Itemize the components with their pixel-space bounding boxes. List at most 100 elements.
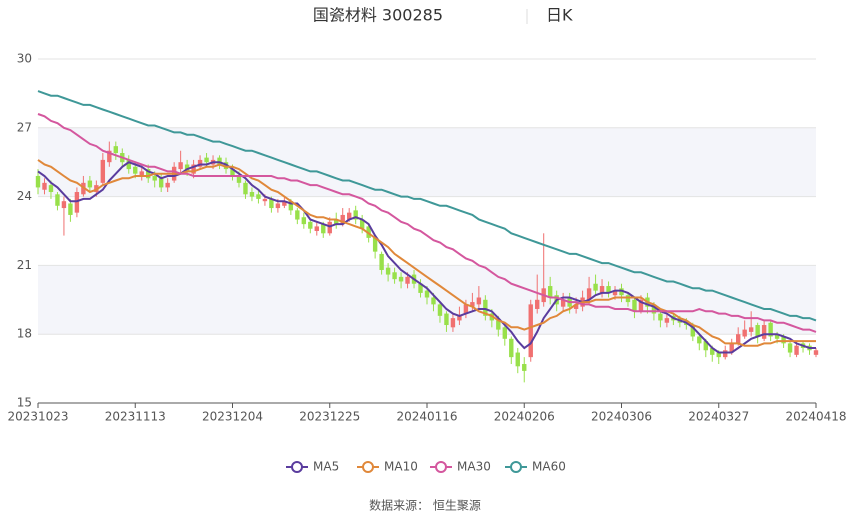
source-note: 数据来源： 恒生聚源 — [369, 498, 481, 513]
candle-body — [288, 201, 294, 211]
candle-body — [586, 288, 592, 300]
candle-body — [146, 169, 151, 179]
candle-body — [249, 192, 255, 197]
x-tick-label: 20240306 — [591, 410, 652, 424]
legend-marker — [291, 461, 303, 473]
candle-body — [787, 343, 793, 353]
candle-body — [113, 146, 118, 154]
candle-body — [729, 343, 734, 353]
candle-body — [392, 272, 397, 280]
candle-body — [133, 166, 138, 174]
legend-marker — [362, 461, 374, 473]
candle-body — [262, 198, 268, 202]
candle-body — [340, 214, 345, 225]
candle-body — [217, 157, 222, 165]
candle-body — [379, 253, 384, 270]
candle-body — [547, 286, 553, 298]
legend-marker — [510, 461, 522, 473]
candle-body — [126, 159, 131, 170]
candle-body — [243, 182, 248, 195]
candle-body — [431, 297, 436, 305]
candle-body — [535, 299, 540, 309]
candle-body — [48, 185, 54, 193]
candle-body — [522, 364, 527, 371]
candle-body — [327, 221, 332, 234]
candle-body — [42, 182, 47, 190]
candle-body — [191, 164, 196, 174]
ma-line — [37, 90, 817, 322]
candle-body — [35, 175, 41, 188]
candle-body — [716, 352, 721, 358]
candle-body — [476, 297, 482, 305]
candle-body — [509, 338, 514, 358]
candle-body — [710, 347, 715, 355]
x-tick-label: 20240327 — [688, 410, 749, 424]
x-tick-label: 20240116 — [396, 410, 457, 424]
chart-title: 国瓷材料 300285 — [313, 6, 443, 25]
candle-body — [774, 334, 780, 339]
candle-body — [68, 203, 73, 215]
x-tick-label: 20231023 — [7, 410, 68, 424]
candle-body — [152, 175, 157, 181]
x-tick-label: 20240206 — [494, 410, 555, 424]
candle-body — [308, 221, 313, 229]
candle-body — [450, 318, 456, 328]
candle-body — [528, 304, 533, 358]
candle-body — [658, 313, 663, 321]
legend-label: MA60 — [532, 460, 566, 474]
candle-body — [690, 325, 696, 337]
candle-body — [100, 159, 106, 183]
candle-body — [625, 295, 631, 303]
candle-body — [664, 318, 670, 323]
candle-body — [61, 201, 67, 209]
y-tick-label: 18 — [17, 327, 32, 341]
candle-body — [87, 180, 93, 188]
legend-label: MA30 — [457, 460, 491, 474]
candle-body — [457, 315, 462, 321]
legend-marker — [435, 461, 447, 473]
candle-body — [483, 299, 488, 316]
candle-body — [385, 267, 391, 275]
candle-body — [282, 201, 287, 206]
y-tick-label: 30 — [17, 52, 32, 66]
candle-body — [599, 286, 605, 293]
candle-body — [496, 320, 501, 330]
candle-body — [560, 299, 566, 307]
candle-body — [347, 212, 352, 220]
y-tick-label: 15 — [17, 396, 32, 410]
candle-body — [405, 276, 410, 284]
candle-body — [573, 304, 579, 309]
candle-body — [275, 203, 281, 209]
legend-label: MA5 — [313, 460, 339, 474]
candle-body — [593, 283, 598, 291]
candle-body — [768, 322, 773, 337]
y-tick-label: 24 — [17, 189, 32, 203]
candle-body — [502, 327, 507, 339]
y-tick-label: 27 — [17, 120, 32, 134]
candle-body — [444, 313, 449, 326]
candle-body — [398, 276, 404, 282]
x-tick-label: 20240418 — [785, 410, 846, 424]
candle-body — [742, 329, 747, 337]
candle-body — [515, 352, 520, 367]
candle-body — [55, 194, 60, 206]
candle-body — [204, 157, 209, 163]
candle-body — [184, 164, 190, 172]
candle-body — [606, 286, 611, 293]
candle-body — [269, 198, 274, 209]
candle-body — [107, 150, 112, 163]
x-tick-label: 20231204 — [202, 410, 263, 424]
candle-body — [334, 219, 339, 225]
candle-body — [178, 162, 183, 170]
candle-body — [139, 171, 144, 176]
candle-body — [424, 290, 430, 298]
x-tick-label: 20231113 — [105, 410, 166, 424]
candle-body — [619, 288, 624, 296]
legend-label: MA10 — [384, 460, 418, 474]
ma-line — [37, 161, 816, 354]
x-tick-label: 20231225 — [299, 410, 360, 424]
candle-body — [781, 336, 786, 344]
candle-body — [158, 178, 164, 188]
candle-body — [697, 336, 702, 344]
